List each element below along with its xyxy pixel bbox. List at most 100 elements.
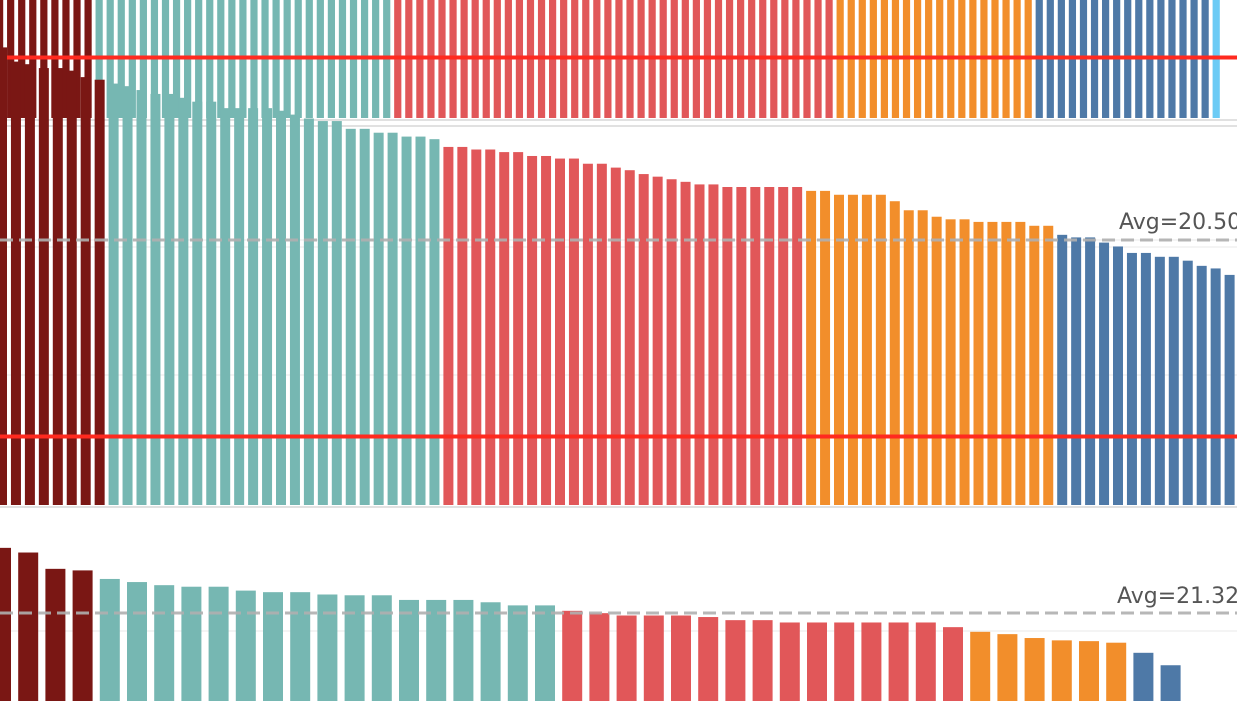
bottom-bar xyxy=(970,631,991,701)
middle-bar xyxy=(806,190,817,505)
bottom-bar xyxy=(535,605,555,701)
bottom-bar xyxy=(562,610,583,701)
middle-bar xyxy=(959,219,970,505)
middle-bar xyxy=(192,101,203,506)
middle-bar xyxy=(778,187,789,505)
bottom-bar xyxy=(399,599,419,701)
middle-bar xyxy=(1099,242,1110,505)
middle-bar xyxy=(276,110,286,505)
middle-bar xyxy=(568,158,579,505)
bottom-bar xyxy=(943,627,963,701)
bottom-bar xyxy=(99,578,120,701)
middle-bar xyxy=(917,210,928,505)
middle-panel xyxy=(0,47,1237,508)
bottom-bar xyxy=(671,615,691,701)
middle-bar xyxy=(1071,237,1082,505)
middle-bar xyxy=(987,221,998,505)
middle-bar xyxy=(24,64,35,505)
avg-label-middle: Avg=20.50 xyxy=(1119,210,1237,235)
middle-bar xyxy=(1196,265,1207,505)
middle-bar xyxy=(248,108,259,506)
middle-bar xyxy=(555,158,565,505)
bottom-bar xyxy=(834,622,855,701)
bottom-bar xyxy=(1160,665,1181,701)
middle-bar xyxy=(0,47,7,505)
middle-bar xyxy=(94,79,105,506)
bottom-panel xyxy=(0,547,1237,701)
middle-bar xyxy=(262,108,273,506)
middle-bar xyxy=(150,93,161,506)
bottom-bar xyxy=(616,615,637,701)
middle-bar xyxy=(666,179,677,506)
middle-bar xyxy=(1001,221,1012,505)
middle-bar xyxy=(1224,274,1235,505)
middle-bar xyxy=(708,184,719,505)
middle-bar xyxy=(485,149,496,505)
middle-bar xyxy=(541,155,552,506)
middle-bar xyxy=(1140,252,1151,505)
bottom-bar xyxy=(643,615,664,701)
middle-bar xyxy=(638,174,649,505)
middle-bar xyxy=(443,146,454,505)
middle-bar xyxy=(80,77,91,506)
middle-bar xyxy=(764,187,775,505)
bottom-bar xyxy=(888,622,909,701)
bottom-bar xyxy=(725,620,746,701)
middle-bar xyxy=(401,136,412,505)
middle-bar xyxy=(1085,237,1096,505)
middle-bar xyxy=(722,187,733,505)
avg-label-bottom: Avg=21.32 xyxy=(1117,584,1237,609)
middle-bar xyxy=(582,163,593,506)
middle-bar xyxy=(596,163,607,506)
middle-bar xyxy=(903,210,914,505)
bottom-bar xyxy=(752,620,773,701)
bottom-bar xyxy=(263,592,283,701)
bottom-bar xyxy=(181,586,202,701)
middle-bar xyxy=(373,132,384,505)
bottom-bar xyxy=(861,622,882,701)
middle-bar xyxy=(945,219,956,505)
bottom-bar xyxy=(127,582,147,701)
middle-bar xyxy=(499,152,510,505)
bottom-bar xyxy=(45,568,66,701)
middle-bar xyxy=(471,149,482,505)
middle-bar xyxy=(415,136,426,505)
middle-bar xyxy=(792,187,803,505)
bottom-bar xyxy=(154,585,175,701)
middle-bar xyxy=(1029,225,1040,505)
middle-bar xyxy=(1154,256,1165,505)
middle-bar xyxy=(457,146,468,505)
middle-bar xyxy=(289,114,300,506)
middle-bar xyxy=(108,83,119,505)
middle-bar xyxy=(359,128,370,505)
middle-bar xyxy=(1126,252,1137,505)
middle-bar xyxy=(122,86,133,506)
bottom-bar xyxy=(235,590,256,701)
middle-bar xyxy=(610,167,621,506)
middle-bar xyxy=(38,68,49,505)
middle-bar xyxy=(1015,221,1026,505)
bottom-bar xyxy=(290,592,311,701)
bottom-bar xyxy=(72,570,93,701)
bottom-bar xyxy=(344,595,365,701)
middle-bar xyxy=(834,194,844,505)
bottom-bar xyxy=(915,622,936,701)
bottom-bar xyxy=(1079,641,1099,701)
middle-bar xyxy=(1182,260,1193,505)
middle-bar xyxy=(429,139,440,506)
middle-bar xyxy=(931,216,942,506)
middle-bar xyxy=(317,121,328,505)
middle-bar xyxy=(875,194,886,505)
bottom-bar xyxy=(1133,652,1154,701)
bottom-bar xyxy=(589,613,610,701)
middle-bar xyxy=(331,121,342,505)
middle-bar xyxy=(220,108,231,506)
bottom-bar xyxy=(18,552,39,701)
middle-bar xyxy=(527,155,538,506)
bottom-bar xyxy=(1024,638,1045,701)
middle-bar xyxy=(234,108,245,506)
bottom-bar xyxy=(997,634,1018,701)
middle-bar xyxy=(1168,256,1179,505)
bottom-bar xyxy=(0,547,11,701)
